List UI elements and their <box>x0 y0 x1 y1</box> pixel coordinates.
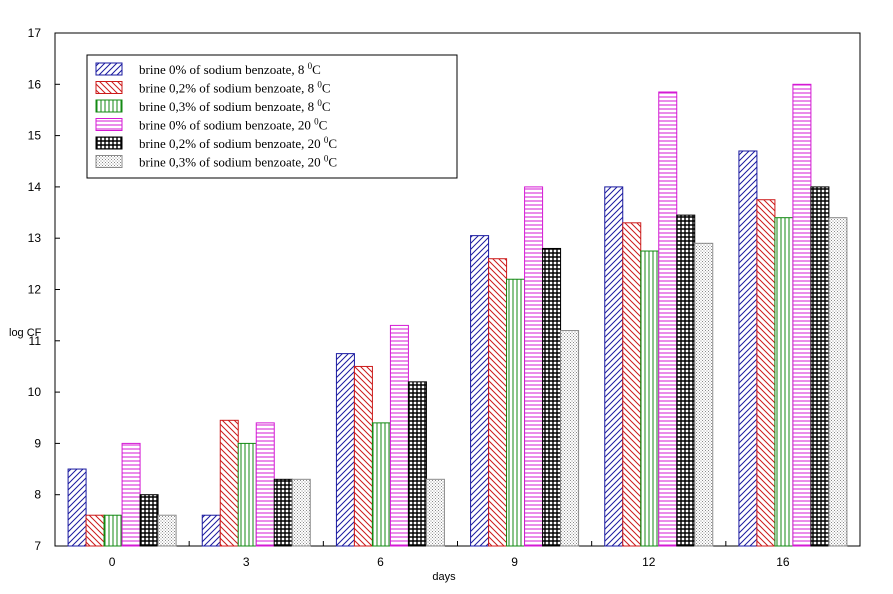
bar <box>85 514 105 547</box>
x-axis: 0 3 6 9 12 16 <box>109 541 790 569</box>
y-tick-label: 12 <box>28 283 42 297</box>
legend-label: brine 0,3% of sodium benzoate, 8 0C <box>139 98 331 114</box>
y-axis: 7 8 9 10 11 12 13 14 15 16 17 <box>28 26 60 553</box>
bar <box>810 186 830 547</box>
legend-swatch <box>95 118 123 131</box>
bar <box>201 514 221 547</box>
bar <box>622 222 642 547</box>
bar <box>425 478 445 547</box>
legend-label: brine 0,2% of sodium benzoate, 8 0C <box>139 80 331 96</box>
y-tick-label: 13 <box>28 231 42 245</box>
bar <box>139 494 159 547</box>
bar <box>792 83 812 547</box>
bar <box>524 186 544 547</box>
y-tick-label: 8 <box>34 488 41 502</box>
bar <box>774 217 794 547</box>
bar <box>103 514 123 547</box>
bar <box>219 419 239 547</box>
bar <box>335 353 355 547</box>
bar <box>371 422 391 547</box>
y-tick-label: 11 <box>29 334 42 348</box>
legend-label: brine 0% of sodium benzoate, 20 0C <box>139 117 327 133</box>
bar <box>488 258 508 547</box>
bar <box>291 478 311 547</box>
bar <box>389 324 409 547</box>
bar <box>237 442 257 547</box>
bar <box>640 250 660 547</box>
legend-swatch <box>95 155 123 168</box>
bar <box>828 217 848 547</box>
bars <box>67 83 848 547</box>
bar <box>604 186 624 547</box>
bar <box>694 242 714 547</box>
bar <box>560 330 580 547</box>
legend-label: brine 0% of sodium benzoate, 8 0C <box>139 61 321 77</box>
x-axis-label: days <box>432 571 456 583</box>
y-tick-label: 7 <box>34 539 41 553</box>
x-tick-label: 16 <box>776 555 790 569</box>
x-tick-label: 3 <box>243 555 250 569</box>
bar <box>756 199 776 547</box>
legend-box <box>86 54 458 179</box>
x-tick-label: 6 <box>377 555 384 569</box>
x-tick-label: 0 <box>109 555 116 569</box>
bar <box>67 468 87 547</box>
legend-swatch <box>95 62 123 76</box>
bar <box>353 365 373 547</box>
bar <box>121 442 141 547</box>
bar <box>470 235 490 547</box>
y-tick-label: 16 <box>28 77 42 91</box>
legend-label: brine 0,3% of sodium benzoate, 20 0C <box>139 154 337 170</box>
bar <box>273 478 293 547</box>
x-tick-label: 12 <box>642 555 656 569</box>
bar <box>676 214 696 547</box>
y-tick-label: 9 <box>34 436 41 450</box>
y-axis-label: log CF <box>9 327 42 339</box>
legend-swatch <box>95 136 123 150</box>
bar <box>157 514 177 547</box>
legend: brine 0% of sodium benzoate, 8 0C brine 0… <box>86 54 458 179</box>
y-tick-label: 10 <box>28 385 42 399</box>
x-tick-label: 9 <box>511 555 518 569</box>
legend-label: brine 0,2% of sodium benzoate, 20 0C <box>139 135 337 151</box>
legend-swatch <box>95 99 123 113</box>
bar <box>658 91 678 547</box>
bar <box>506 278 526 547</box>
y-tick-label: 14 <box>28 180 42 194</box>
bar <box>407 381 427 547</box>
bar <box>542 247 562 547</box>
y-tick-label: 17 <box>28 26 42 40</box>
y-tick-label: 15 <box>28 129 42 143</box>
bar <box>255 422 275 547</box>
bar <box>738 150 758 547</box>
legend-swatch <box>95 81 123 94</box>
